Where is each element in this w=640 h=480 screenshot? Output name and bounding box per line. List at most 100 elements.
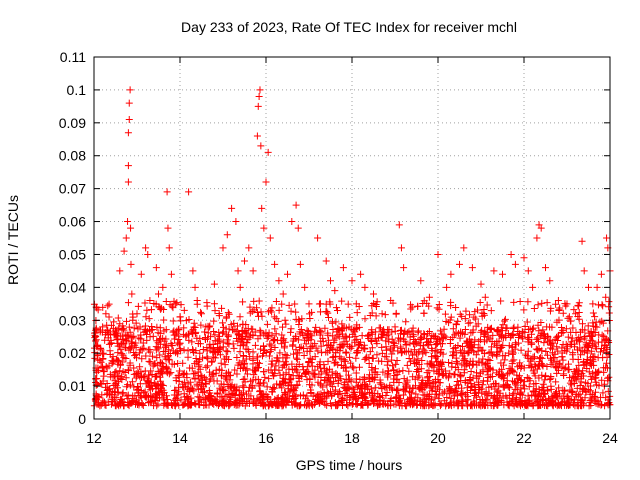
data-point <box>138 345 146 353</box>
data-point <box>216 332 224 340</box>
data-point <box>243 370 251 378</box>
data-point <box>605 298 613 306</box>
data-point <box>577 375 585 383</box>
data-point <box>218 304 226 312</box>
data-point <box>501 317 509 325</box>
data-point <box>287 386 295 394</box>
data-point <box>118 373 126 381</box>
data-point <box>139 339 147 347</box>
data-point <box>342 386 350 394</box>
data-point <box>202 323 210 331</box>
data-point <box>401 337 409 345</box>
data-point <box>202 363 210 371</box>
data-point <box>260 368 268 376</box>
data-point <box>102 310 110 318</box>
data-point <box>240 389 248 397</box>
data-point <box>368 354 376 362</box>
data-point <box>218 393 226 401</box>
data-point <box>531 372 539 380</box>
data-point <box>361 355 369 363</box>
data-point <box>175 367 183 375</box>
data-point <box>471 391 479 399</box>
data-point <box>402 318 410 326</box>
data-point <box>501 315 509 323</box>
data-point <box>136 323 144 331</box>
data-point <box>420 347 428 355</box>
data-point <box>246 333 254 341</box>
data-point <box>258 312 266 320</box>
data-point <box>105 340 113 348</box>
data-point <box>96 345 104 353</box>
data-point <box>510 378 518 386</box>
data-point <box>203 347 211 355</box>
data-point <box>175 326 183 334</box>
data-point <box>106 347 114 355</box>
data-point <box>219 396 227 404</box>
data-point <box>476 401 484 409</box>
data-point <box>246 303 254 311</box>
data-point <box>563 393 571 401</box>
data-point <box>146 348 154 356</box>
data-point <box>112 368 120 376</box>
data-point <box>201 335 209 343</box>
data-point <box>559 309 567 317</box>
data-point <box>160 337 168 345</box>
data-point <box>307 389 315 397</box>
data-point <box>173 391 181 399</box>
data-point <box>304 330 312 338</box>
data-point <box>117 346 125 354</box>
x-tick-label: 16 <box>258 430 274 446</box>
data-point <box>378 343 386 351</box>
data-point <box>92 326 100 334</box>
data-point <box>167 270 175 278</box>
data-point <box>536 401 544 409</box>
data-point <box>248 307 256 315</box>
data-point <box>203 362 211 370</box>
data-point <box>462 362 470 370</box>
data-point <box>145 371 153 379</box>
data-point <box>392 310 400 318</box>
data-point <box>157 384 165 392</box>
data-point <box>351 393 359 401</box>
data-point <box>464 349 472 357</box>
data-point <box>254 375 262 383</box>
data-point <box>500 383 508 391</box>
data-point <box>219 329 227 337</box>
data-point <box>330 359 338 367</box>
data-point <box>466 342 474 350</box>
data-point <box>209 348 217 356</box>
data-point <box>292 308 300 316</box>
data-point <box>105 385 113 393</box>
data-point <box>139 373 147 381</box>
data-point <box>584 343 592 351</box>
data-point <box>273 354 281 362</box>
data-point <box>266 340 274 348</box>
data-point <box>261 373 269 381</box>
data-point <box>600 332 608 340</box>
data-point <box>102 328 110 336</box>
data-point <box>240 352 248 360</box>
data-point <box>142 380 150 388</box>
data-point <box>281 358 289 366</box>
data-point <box>555 306 563 314</box>
data-point <box>517 400 525 408</box>
data-point <box>407 400 415 408</box>
data-point <box>112 402 120 410</box>
data-point <box>515 361 523 369</box>
data-point <box>114 349 122 357</box>
data-point <box>285 301 293 309</box>
data-point <box>433 353 441 361</box>
data-point <box>284 270 291 278</box>
data-point <box>602 364 610 372</box>
data-point <box>287 307 295 315</box>
data-point <box>355 342 363 350</box>
data-point <box>210 353 218 361</box>
data-point <box>395 391 403 399</box>
data-point <box>415 327 423 335</box>
data-point <box>209 370 217 378</box>
data-point <box>386 345 394 353</box>
data-point <box>174 371 182 379</box>
data-point <box>247 325 255 333</box>
data-point <box>99 377 107 385</box>
data-point <box>116 374 124 382</box>
